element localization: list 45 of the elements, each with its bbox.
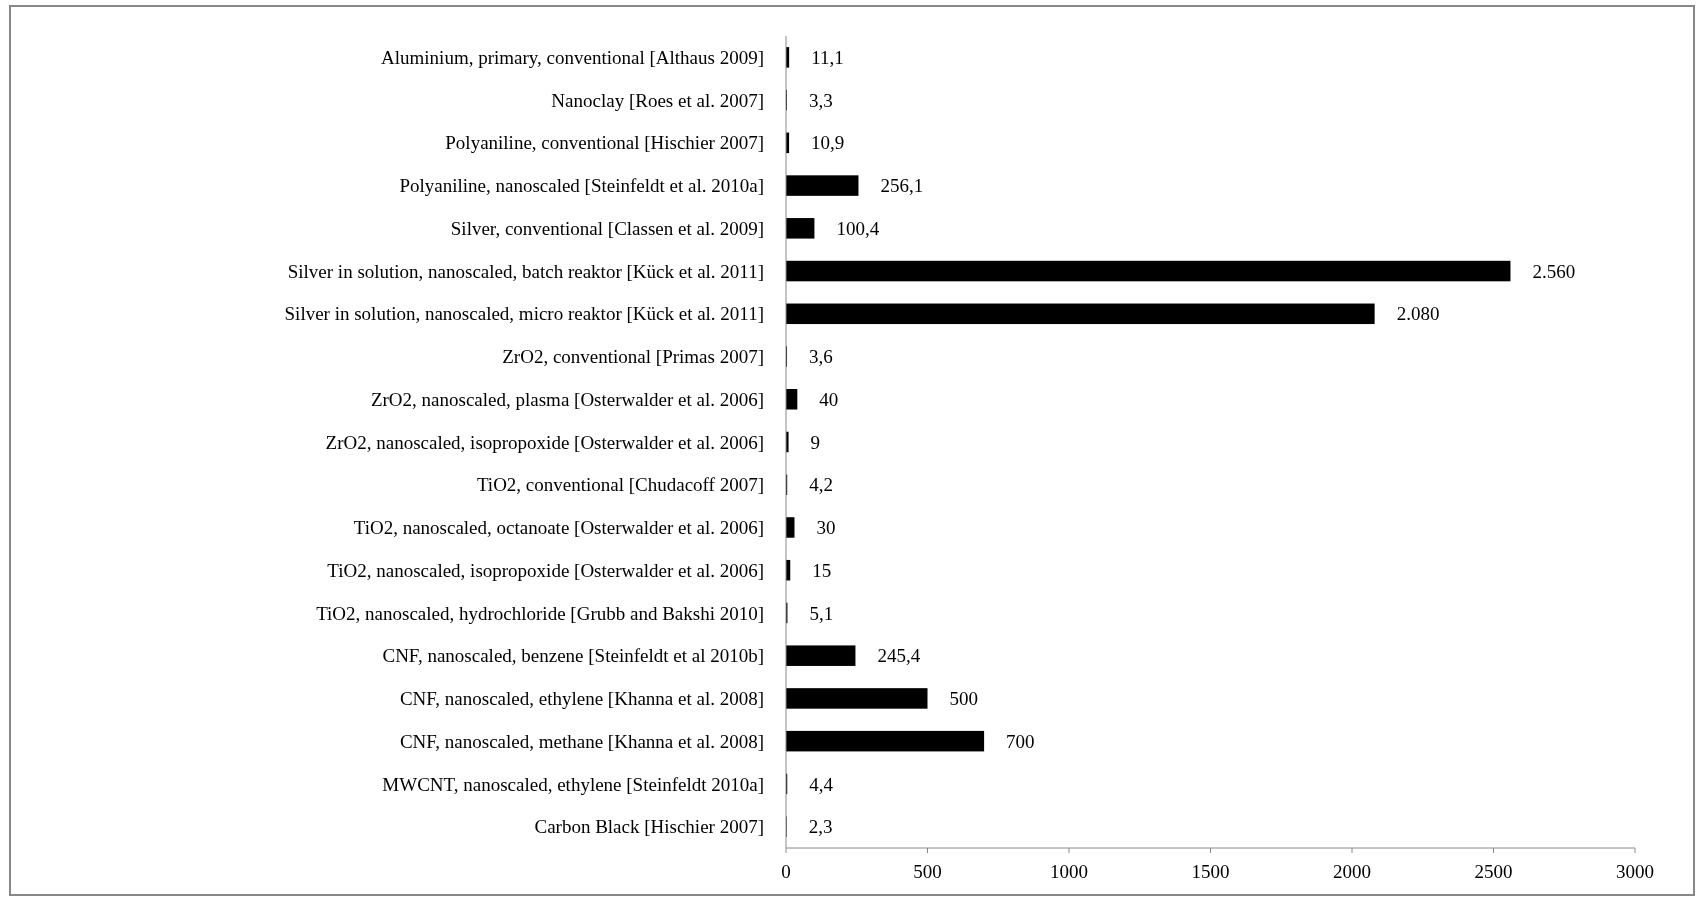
x-tick-label: 2000 — [1333, 861, 1371, 882]
y-tick-label: CNF, nanoscaled, ethylene [Khanna et al. 2008] — [399, 688, 764, 710]
y-tick-label: TiO2, nanoscaled, isopropoxide [Osterwalder et al. 2006] — [327, 559, 764, 581]
data-label: 700 — [1006, 730, 1035, 752]
data-label: 15 — [812, 559, 832, 581]
data-label: 11,1 — [811, 47, 844, 69]
data-label: 30 — [816, 517, 836, 539]
y-tick-label: Silver, conventional [Classen et al. 2009] — [450, 217, 764, 239]
x-tick-label: 1000 — [1050, 861, 1088, 882]
y-tick-label: CNF, nanoscaled, benzene [Steinfeldt et al 2010b] — [382, 645, 764, 667]
y-tick-label: Nanoclay [Roes et al. 2007] — [551, 89, 764, 111]
data-label: 10,9 — [811, 132, 845, 154]
x-tick-label: 500 — [913, 861, 942, 882]
data-label: 4,4 — [809, 773, 834, 795]
y-tick-label: Silver in solution, nanoscaled, micro reaktor [Kück et al. 2011] — [284, 303, 764, 325]
x-tick-label: 3000 — [1616, 861, 1654, 882]
y-tick-label: Aluminium, primary, conventional [Althaus 2009] — [381, 47, 764, 69]
data-label: 3,3 — [808, 89, 833, 111]
y-tick-label: TiO2, nanoscaled, hydrochloride [Grubb and Bakshi 2010] — [316, 602, 764, 624]
y-tick-label: Silver in solution, nanoscaled, batch reaktor [Kück et al. 2011] — [287, 260, 764, 282]
data-label: 245,4 — [877, 645, 921, 667]
x-tick-label: 2500 — [1474, 861, 1513, 882]
data-label: 500 — [949, 688, 978, 710]
y-tick-label: TiO2, nanoscaled, octanoate [Osterwalder et al. 2006] — [353, 517, 764, 539]
y-tick-label: Polyaniline, nanoscaled [Steinfeldt et al. 2010a] — [399, 175, 764, 197]
y-tick-label: Polyaniline, conventional [Hischier 2007] — [445, 132, 764, 154]
data-label: 40 — [819, 388, 839, 410]
data-label: 9 — [810, 431, 821, 453]
data-label: 2.080 — [1396, 303, 1440, 325]
y-tick-label: TiO2, conventional [Chudacoff 2007] — [476, 474, 764, 496]
y-tick-label: CNF, nanoscaled, methane [Khanna et al. 2008] — [399, 730, 764, 752]
data-label: 2,3 — [808, 816, 833, 838]
data-label: 3,6 — [809, 346, 833, 368]
data-label: 4,2 — [809, 474, 833, 496]
x-tick-label: 1500 — [1191, 861, 1230, 882]
y-tick-label: MWCNT, nanoscaled, ethylene [Steinfeldt 2010a] — [382, 773, 764, 795]
data-label: 100,4 — [836, 217, 880, 239]
y-tick-label: ZrO2, nanoscaled, plasma [Osterwalder et al. 2006] — [370, 388, 764, 410]
y-tick-label: ZrO2, conventional [Primas 2007] — [502, 346, 764, 368]
y-tick-label: Carbon Black [Hischier 2007] — [534, 816, 764, 838]
x-tick-label: 0 — [781, 861, 791, 882]
data-label: 256,1 — [880, 175, 924, 197]
data-label: 5,1 — [809, 602, 834, 624]
y-tick-label: ZrO2, nanoscaled, isopropoxide [Osterwalder et al. 2006] — [325, 431, 764, 453]
data-label: 2.560 — [1532, 260, 1576, 282]
